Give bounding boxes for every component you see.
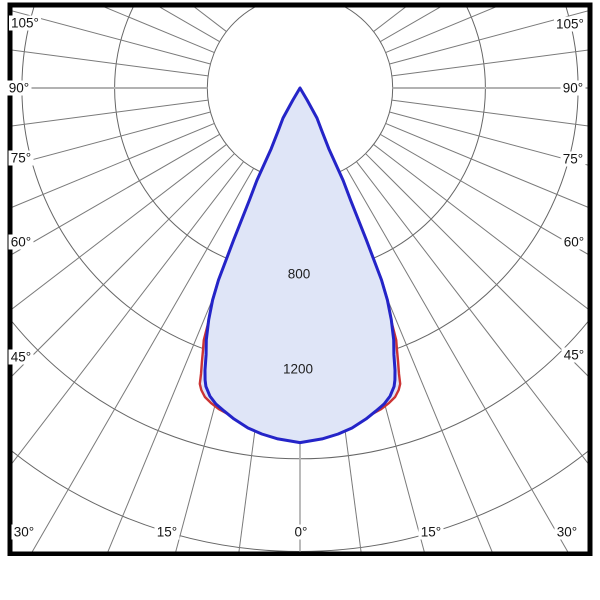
angle-label-bg	[561, 234, 587, 250]
ring-label: 800	[288, 267, 311, 282]
angle-label-bg	[560, 80, 586, 96]
angle-label-bg	[554, 16, 586, 32]
angle-label-bg	[561, 347, 587, 363]
ring-label: 1200	[283, 362, 313, 377]
angle-label: 15°	[157, 525, 177, 540]
ray-82.5	[12, 99, 209, 127]
ray-45	[365, 153, 588, 377]
angle-label-bg	[8, 349, 34, 365]
angle-label-bg	[554, 524, 580, 540]
angle-label: 45°	[11, 350, 31, 365]
angle-label: 105°	[556, 17, 584, 32]
angle-label: 0°	[295, 525, 308, 540]
angle-label: 75°	[11, 151, 31, 166]
angle-label-bg	[8, 234, 34, 250]
angle-label: 75°	[563, 152, 583, 167]
curve-c90-c270	[203, 86, 397, 445]
angle-label-bg	[9, 15, 41, 31]
angle-label-bg	[560, 151, 586, 167]
angle-label: 60°	[11, 235, 31, 250]
ray-75	[389, 111, 588, 166]
angle-label-bg	[8, 150, 34, 166]
ray-82.5	[391, 99, 588, 127]
ray-67.5	[12, 123, 215, 208]
ray-37.5	[12, 161, 244, 464]
ray-45	[12, 153, 235, 377]
angle-label: 105°	[11, 16, 39, 31]
angle-label-bg	[11, 524, 37, 540]
angle-label: 30°	[14, 525, 34, 540]
angle-label-bg	[6, 80, 32, 96]
ray-105	[12, 10, 211, 65]
legend-bar: cd/klm C0 - C180 C90 - C270 η = 100%	[0, 556, 600, 600]
angle-labels: 105° 90° 75° 60° 45° 30° 15° 0° 15° 30° 45° 60° 75° 9…	[6, 15, 587, 540]
ray-30	[345, 168, 569, 552]
curves	[198, 86, 402, 445]
ray-97.5	[391, 49, 588, 77]
angle-label: 45°	[564, 348, 584, 363]
angle-label: 15°	[421, 525, 441, 540]
ray-52.5	[373, 144, 588, 310]
ray-105	[389, 10, 588, 65]
ray-60	[380, 133, 588, 255]
ray-30	[31, 168, 255, 552]
plot-frame	[7, 2, 593, 557]
ray-37.5	[356, 161, 588, 464]
angle-label: 60°	[564, 235, 584, 250]
ring-labels: 800 1200	[283, 267, 313, 377]
ray-60	[12, 133, 220, 255]
ray-97.5	[12, 49, 209, 77]
angle-label-bg	[292, 524, 310, 540]
angle-label: 90°	[9, 81, 29, 96]
ray-75	[12, 111, 211, 166]
angle-label: 30°	[557, 525, 577, 540]
ray-67.5	[385, 123, 588, 208]
ray-52.5	[12, 144, 227, 310]
angle-label: 90°	[563, 81, 583, 96]
angle-label-bg	[418, 524, 444, 540]
angle-label-bg	[154, 524, 180, 540]
